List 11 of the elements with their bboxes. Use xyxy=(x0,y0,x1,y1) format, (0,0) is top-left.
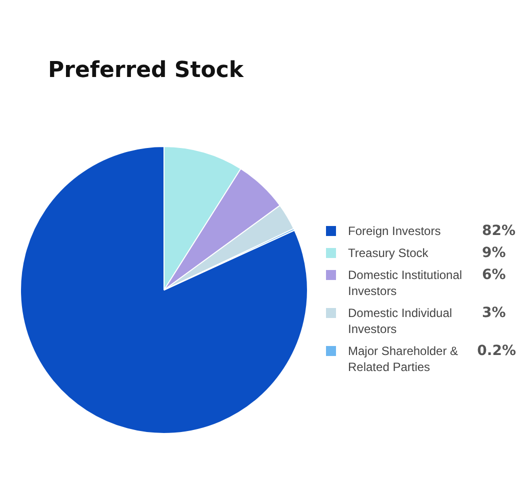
data-label: 0.2% xyxy=(477,343,516,359)
legend-label: Treasury Stock xyxy=(348,245,430,261)
legend-label: Foreign Investors xyxy=(348,223,442,239)
data-label: 3% xyxy=(482,305,506,321)
legend-label: Domestic Institutional Investors xyxy=(348,267,464,299)
data-label: 82% xyxy=(482,223,516,239)
legend-label: Major Shareholder & Related Parties xyxy=(348,343,460,375)
data-label: 9% xyxy=(482,245,506,261)
data-label: 6% xyxy=(482,267,506,283)
legend-label: Domestic Individual Investors xyxy=(348,305,454,337)
chart-title: Preferred Stock xyxy=(48,58,244,83)
